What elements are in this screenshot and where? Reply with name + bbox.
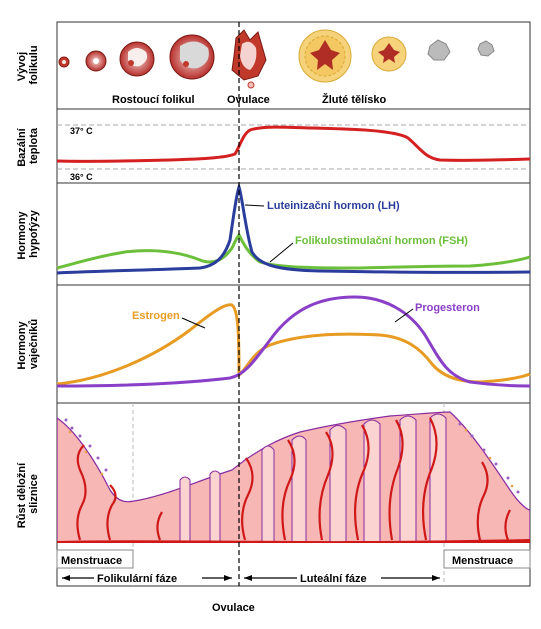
panel-titles: Vývoj folikulu Bazální teplota Hormony h…	[16, 45, 40, 528]
phase-row: Menstruace Menstruace Folikulární fáze L…	[56, 549, 531, 585]
progesteron-curve	[56, 295, 531, 388]
menstruation-end-box	[443, 549, 531, 569]
basal-vessel	[57, 539, 530, 543]
temp-tick-36: 36° C	[70, 172, 93, 182]
temperature-panel-frame	[56, 108, 531, 184]
label-estrogen: Estrogen	[132, 310, 180, 322]
menstrual-debris	[64, 418, 520, 494]
label-progesteron: Progesteron	[415, 302, 480, 314]
temperature-curve	[56, 125, 531, 163]
menstrual-debris-orange	[68, 428, 514, 488]
pituitary-panel: Luteinizační hormon (LH) Folikulostimula…	[56, 182, 531, 275]
label-ovulation-top: Ovulace	[227, 94, 270, 106]
label-corpus-luteum: Žluté tělísko	[322, 93, 386, 106]
label-follicular-phase: Folikulární fáze	[97, 573, 177, 585]
panel-title-ovarian: Hormony vaječníků	[16, 318, 40, 369]
panel-title-temperature: Bazální teplota	[16, 125, 40, 167]
ovarian-panel: Estrogen Progesteron	[56, 295, 531, 388]
spiral-arteries	[76, 417, 511, 541]
panel-title-pituitary: Hormony hypofýzy	[16, 208, 40, 259]
corpus-luteum-icon	[298, 29, 495, 83]
temperature-panel: 37° C 36° C	[56, 124, 531, 182]
menstruation-start-box	[56, 549, 134, 569]
label-luteal-phase: Luteální fáze	[300, 573, 367, 585]
lh-curve	[56, 182, 531, 275]
label-fsh: Folikulostimulační hormon (FSH)	[295, 235, 468, 247]
label-growing-follicle: Rostoucí folikul	[112, 94, 195, 106]
fsh-curve	[56, 232, 531, 270]
panel-title-follicle: Vývoj folikulu	[16, 45, 40, 84]
panel-title-endometrium: Růst děložní sliznice	[16, 460, 40, 528]
temp-tick-37: 37° C	[70, 126, 93, 136]
label-menstruation-end: Menstruace	[452, 555, 513, 567]
label-lh: Luteinizační hormon (LH)	[267, 200, 400, 212]
label-ovulation-bottom: Ovulace	[212, 602, 255, 614]
follicle-icon	[58, 29, 267, 89]
endometrium-panel	[57, 411, 530, 543]
follicle-development: Rostoucí folikul Ovulace Žluté tělísko	[58, 29, 495, 106]
label-menstruation-start: Menstruace	[61, 555, 122, 567]
